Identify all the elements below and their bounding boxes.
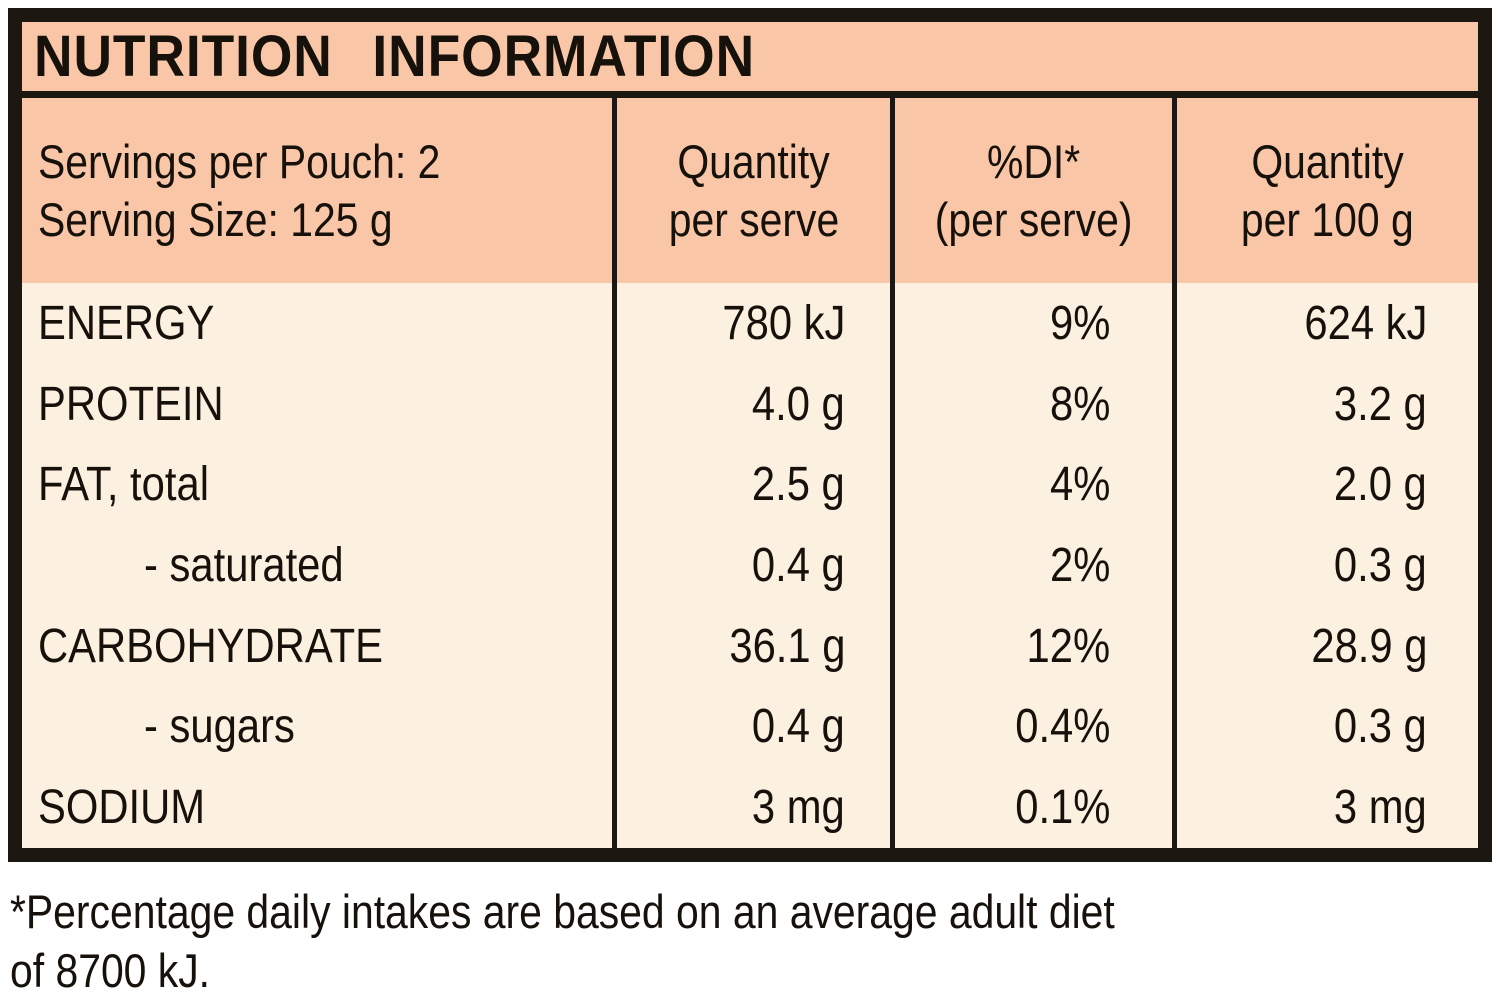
- quantity-per-serve-value: 3 mg: [752, 780, 845, 834]
- daily-intake-footnote: *Percentage daily intakes are based on a…: [10, 882, 1280, 1000]
- quantity-per-100g-value: 0.3 g: [1334, 700, 1427, 754]
- table-header-row: Servings per Pouch: 2 Serving Size: 125 …: [22, 98, 1478, 283]
- di-percent-value: 8%: [1049, 377, 1110, 431]
- quantity-per-serve-value: 0.4 g: [752, 538, 845, 592]
- table-body: ENERGY 780 kJ 9% 624 kJ PROTEIN 4.0 g 8%…: [22, 283, 1478, 848]
- column-header-di-percent: %DI* (per serve): [890, 98, 1172, 283]
- quantity-per-100g-cell: 624 kJ: [1172, 283, 1478, 364]
- quantity-per-serve-cell: 3 mg: [612, 767, 890, 848]
- column-header-line: Quantity: [1251, 134, 1404, 188]
- di-percent-value: 0.1%: [1014, 780, 1110, 834]
- nutrient-name: CARBOHYDRATE: [38, 619, 383, 673]
- column-header-line: per serve: [668, 192, 839, 246]
- quantity-per-100g-cell: 28.9 g: [1172, 605, 1478, 687]
- di-percent-value: 4%: [1049, 458, 1110, 512]
- nutrient-name: PROTEIN: [38, 377, 224, 431]
- di-percent-cell: 9%: [890, 283, 1172, 364]
- servings-per-pouch: Servings per Pouch: 2: [38, 134, 441, 188]
- quantity-per-serve-cell: 780 kJ: [612, 283, 890, 364]
- di-percent-value: 0.4%: [1014, 700, 1110, 754]
- quantity-per-100g-cell: 0.3 g: [1172, 686, 1478, 768]
- footnote-text-line2: of 8700 kJ.: [10, 944, 211, 997]
- quantity-per-serve-cell: 0.4 g: [612, 686, 890, 768]
- quantity-per-serve-value: 4.0 g: [752, 377, 845, 431]
- serving-size: Serving Size: 125 g: [38, 192, 393, 246]
- nutrient-name: FAT, total: [38, 458, 209, 512]
- nutrient-name-cell: CARBOHYDRATE: [22, 606, 612, 687]
- di-percent-cell: 2%: [890, 525, 1172, 606]
- column-header-quantity-per-serve: Quantity per serve: [612, 98, 890, 283]
- di-percent-cell: 0.1%: [890, 767, 1172, 848]
- nutrient-name: ENERGY: [38, 296, 215, 350]
- quantity-per-100g-value: 0.3 g: [1334, 538, 1427, 592]
- nutrient-name-cell: PROTEIN: [22, 364, 612, 445]
- quantity-per-100g-cell: 3 mg: [1172, 767, 1478, 848]
- quantity-per-serve-cell: 2.5 g: [612, 444, 890, 526]
- di-percent-cell: 8%: [890, 363, 1172, 445]
- di-percent-value: 9%: [1049, 296, 1110, 350]
- quantity-per-serve-value: 36.1 g: [728, 619, 845, 673]
- panel-title-band: NUTRITION INFORMATION: [22, 22, 1478, 98]
- footnote-text-line1: *Percentage daily intakes are based on a…: [10, 885, 1115, 938]
- nutrient-name: SODIUM: [38, 780, 206, 834]
- column-header-line: %DI*: [986, 134, 1081, 188]
- nutrition-panel: NUTRITION INFORMATION Servings per Pouch…: [8, 8, 1492, 862]
- serving-info-cell: Servings per Pouch: 2 Serving Size: 125 …: [22, 98, 612, 283]
- di-percent-value: 2%: [1049, 538, 1110, 592]
- quantity-per-serve-value: 780 kJ: [721, 296, 845, 350]
- column-header-quantity-per-100g: Quantity per 100 g: [1172, 98, 1478, 283]
- quantity-per-100g-value: 3 mg: [1334, 780, 1427, 834]
- quantity-per-100g-value: 624 kJ: [1303, 296, 1427, 350]
- quantity-per-serve-cell: 0.4 g: [612, 525, 890, 606]
- quantity-per-100g-cell: 3.2 g: [1172, 363, 1478, 445]
- column-header-line: Quantity: [677, 134, 830, 188]
- quantity-per-serve-value: 0.4 g: [752, 700, 845, 754]
- nutrient-name-cell: ENERGY: [22, 283, 612, 364]
- nutrient-name: - sugars: [144, 700, 295, 754]
- nutrient-name-cell: SODIUM: [22, 767, 612, 848]
- nutrient-name: - saturated: [144, 538, 344, 592]
- panel-title: NUTRITION INFORMATION: [34, 24, 756, 89]
- footnote-line: of 8700 kJ.: [10, 941, 1280, 1000]
- quantity-per-serve-cell: 4.0 g: [612, 363, 890, 445]
- di-percent-cell: 0.4%: [890, 686, 1172, 768]
- di-percent-value: 12%: [1026, 619, 1110, 673]
- column-header-line: (per serve): [934, 192, 1133, 246]
- quantity-per-serve-value: 2.5 g: [752, 458, 845, 512]
- quantity-per-100g-value: 3.2 g: [1334, 377, 1427, 431]
- quantity-per-serve-cell: 36.1 g: [612, 605, 890, 687]
- di-percent-cell: 4%: [890, 444, 1172, 526]
- column-header-line: per 100 g: [1241, 192, 1414, 246]
- quantity-per-100g-value: 28.9 g: [1310, 619, 1427, 673]
- nutrient-name-cell: FAT, total: [22, 444, 612, 525]
- nutrient-name-cell: - saturated: [22, 525, 612, 606]
- quantity-per-100g-value: 2.0 g: [1334, 458, 1427, 512]
- di-percent-cell: 12%: [890, 605, 1172, 687]
- quantity-per-100g-cell: 0.3 g: [1172, 525, 1478, 606]
- footnote-line: *Percentage daily intakes are based on a…: [10, 882, 1280, 941]
- quantity-per-100g-cell: 2.0 g: [1172, 444, 1478, 526]
- nutrient-name-cell: - sugars: [22, 686, 612, 767]
